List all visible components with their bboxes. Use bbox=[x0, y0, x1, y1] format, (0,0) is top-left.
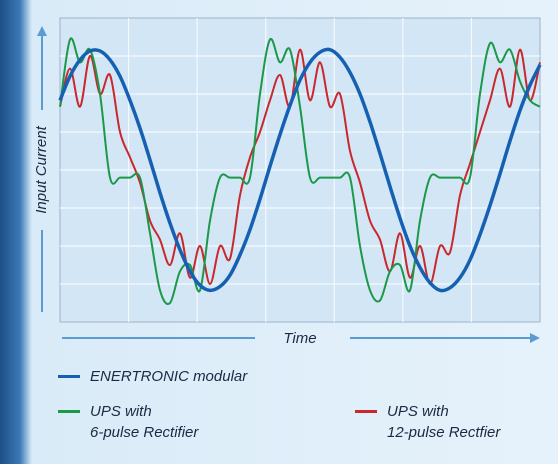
chart: Input Current Time bbox=[0, 0, 558, 464]
x-arrow-head bbox=[530, 333, 540, 343]
page: Input Current Time ENERTRONIC modular UPS… bbox=[0, 0, 558, 464]
x-axis-label: Time bbox=[283, 330, 316, 347]
legend-item: UPS with 6-pulse Rectifier bbox=[58, 401, 198, 443]
legend-label: UPS with 6-pulse Rectifier bbox=[90, 401, 198, 443]
legend-label: ENERTRONIC modular bbox=[90, 366, 247, 387]
legend-swatch bbox=[58, 375, 80, 378]
legend-swatch bbox=[58, 410, 80, 413]
legend-swatch bbox=[355, 410, 377, 413]
legend-item: UPS with 12-pulse Rectfier bbox=[355, 401, 500, 443]
legend-item: ENERTRONIC modular bbox=[58, 366, 247, 387]
legend-label: UPS with 12-pulse Rectfier bbox=[387, 401, 500, 443]
y-arrow-head bbox=[37, 26, 47, 36]
y-axis-label: Input Current bbox=[33, 125, 50, 213]
